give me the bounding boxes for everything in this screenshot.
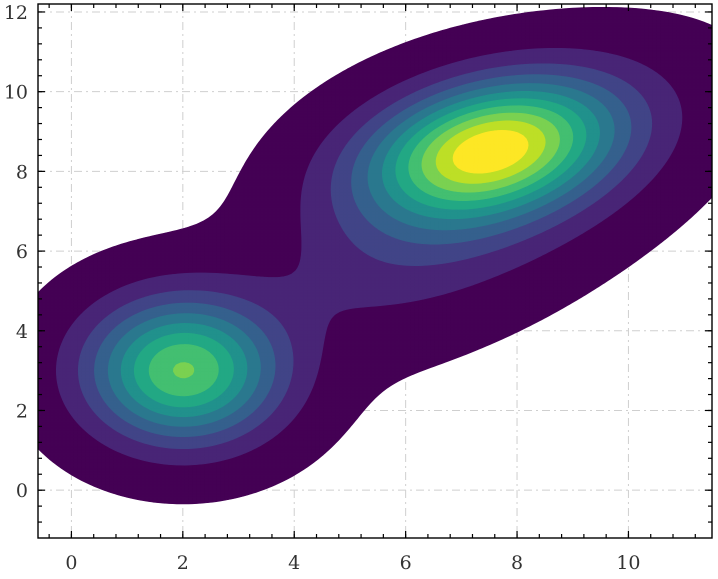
x-tick-label-4: 8 <box>511 552 523 574</box>
axes-frame <box>37 3 713 539</box>
y-tick-label-6: 12 <box>4 2 28 24</box>
tick-label-layer: 0 2 4 6 8 10 0 2 4 6 8 10 12 <box>4 2 641 574</box>
y-tick-label-2: 4 <box>16 321 28 343</box>
x-tick-label-2: 4 <box>288 552 300 574</box>
x-tick-label-0: 0 <box>65 552 77 574</box>
x-tick-label-3: 6 <box>400 552 412 574</box>
contour-level-10 <box>452 130 529 174</box>
y-tick-label-4: 8 <box>16 161 28 183</box>
y-tick-label-0: 0 <box>16 480 28 502</box>
x-tick-label-5: 10 <box>616 552 640 574</box>
x-tick-label-1: 2 <box>177 552 189 574</box>
y-tick-label-1: 2 <box>16 400 28 422</box>
y-tick-label-5: 10 <box>4 82 28 104</box>
contour-layer <box>38 6 712 505</box>
y-tick-label-3: 6 <box>16 241 28 263</box>
tick-layer <box>38 4 712 538</box>
